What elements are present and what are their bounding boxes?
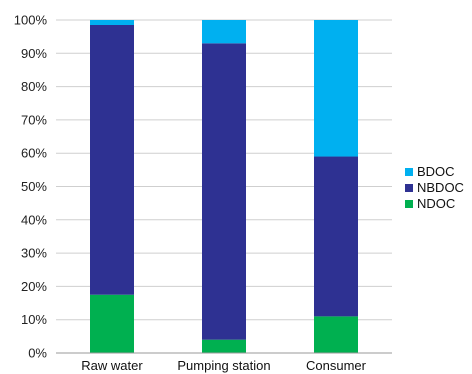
x-axis: Raw water Pumping station Consumer (56, 352, 392, 373)
y-tick-label: 60% (21, 146, 47, 161)
bar-segment-nbdoc (314, 156, 358, 317)
legend-label: NDOC (417, 196, 455, 211)
legend-swatch-nbdoc (405, 184, 413, 192)
y-tick-label: 30% (21, 246, 47, 261)
y-tick-label: 10% (21, 312, 47, 327)
y-tick-label: 50% (21, 179, 47, 194)
legend-label: NBDOC (417, 180, 464, 195)
y-tick-label: 90% (21, 46, 47, 61)
legend-label: BDOC (417, 164, 455, 179)
bars (90, 20, 358, 353)
x-category-label: Consumer (306, 358, 367, 373)
legend-swatch-ndoc (405, 200, 413, 208)
y-tick-label: 0% (28, 346, 47, 361)
bar-segment-ndoc (314, 316, 358, 353)
x-category-label: Raw water (81, 358, 143, 373)
x-category-label: Pumping station (177, 358, 270, 373)
y-tick-label: 100% (14, 13, 48, 28)
y-tick-label: 20% (21, 279, 47, 294)
bar-segment-bdoc (202, 20, 246, 44)
bar-segment-nbdoc (202, 43, 246, 340)
y-tick-label: 40% (21, 212, 47, 227)
y-tick-label: 80% (21, 79, 47, 94)
legend-swatch-bdoc (405, 168, 413, 176)
bar-segment-ndoc (202, 339, 246, 353)
bar-segment-nbdoc (90, 24, 134, 295)
bar-segment-bdoc (90, 20, 134, 25)
y-axis-ticks: 0% 10% 20% 30% 40% 50% 60% 70% 80% 90% 100% (14, 13, 48, 361)
y-tick-label: 70% (21, 112, 47, 127)
bar-segment-ndoc (90, 294, 134, 353)
bar-segment-bdoc (314, 20, 358, 157)
